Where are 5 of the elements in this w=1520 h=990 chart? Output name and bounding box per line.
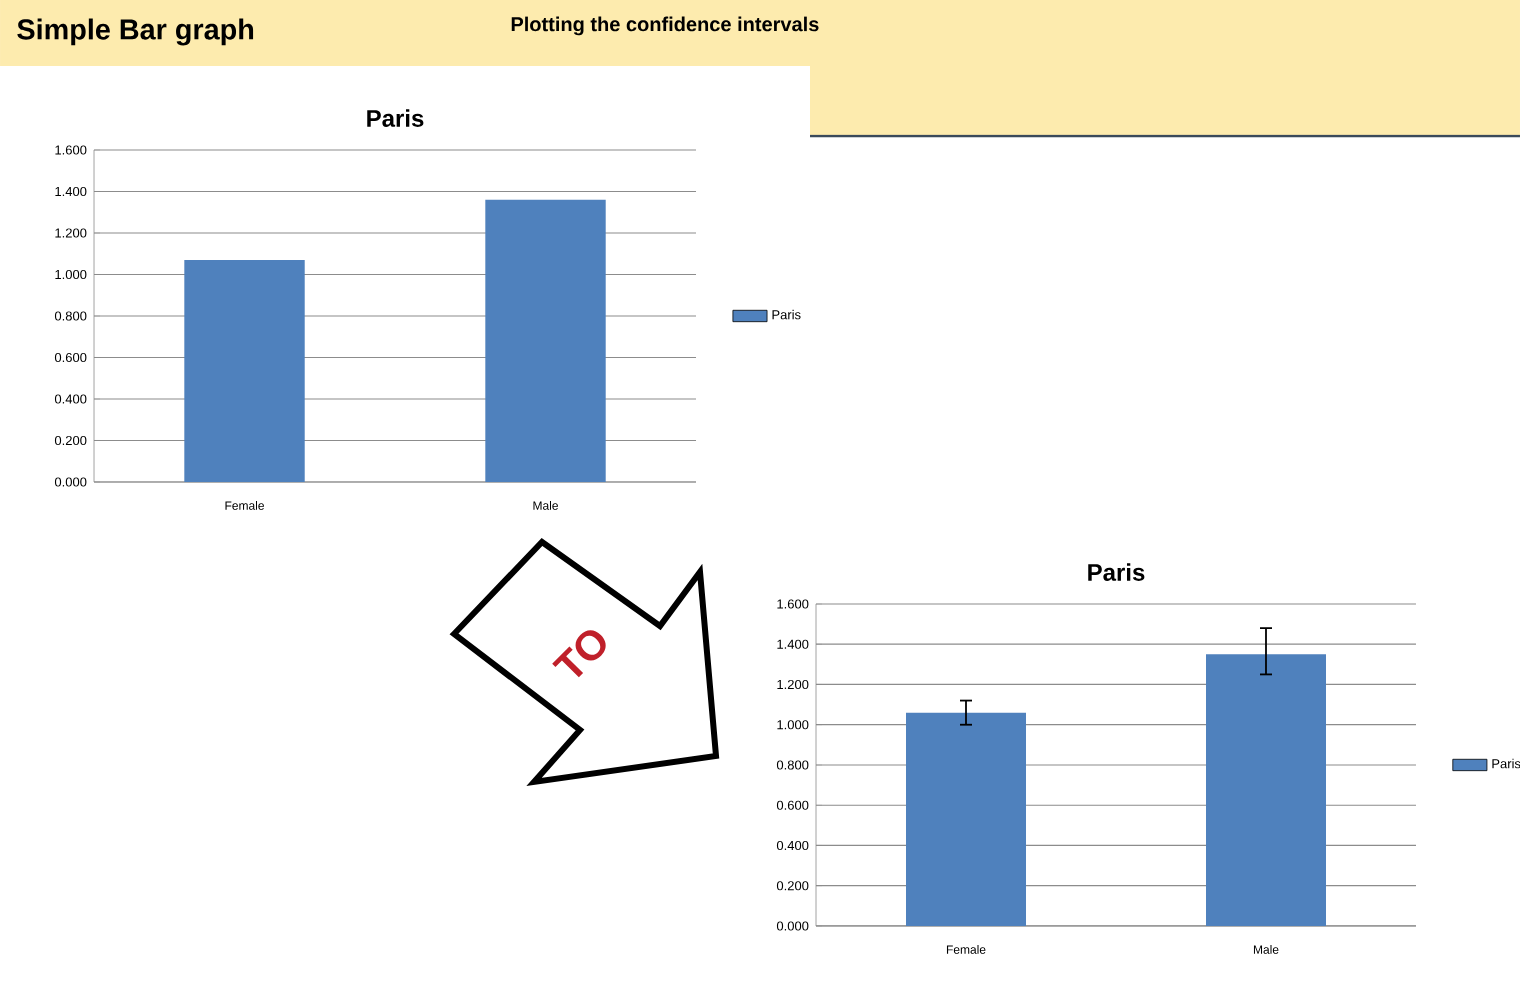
chart-title: Paris <box>1088 563 1145 581</box>
text: TO <box>552 630 606 678</box>
text: Plotting the confidence intervals <box>511 16 819 36</box>
chart-title: Paris <box>367 109 424 127</box>
text: Simple Bar graph <box>17 18 254 46</box>
